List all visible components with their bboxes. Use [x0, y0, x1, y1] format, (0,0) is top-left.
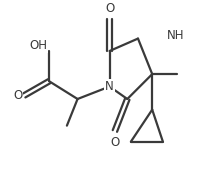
- Text: O: O: [13, 89, 22, 102]
- Text: N: N: [105, 80, 114, 93]
- Text: OH: OH: [29, 39, 47, 52]
- Text: O: O: [105, 2, 114, 16]
- Text: O: O: [110, 136, 120, 149]
- Text: NH: NH: [166, 28, 184, 41]
